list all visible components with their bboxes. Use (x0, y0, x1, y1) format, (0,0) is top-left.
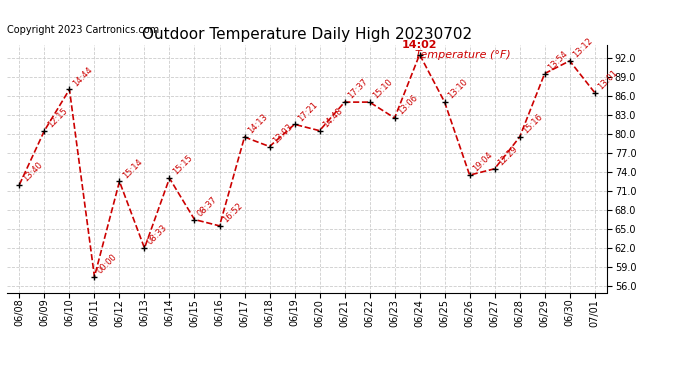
Text: 14:02: 14:02 (402, 40, 437, 50)
Text: 16:52: 16:52 (221, 201, 244, 225)
Text: Temperature (°F): Temperature (°F) (415, 50, 511, 60)
Text: 14:44: 14:44 (71, 65, 94, 88)
Text: 15:16: 15:16 (521, 112, 544, 136)
Text: 13:54: 13:54 (546, 49, 569, 72)
Title: Outdoor Temperature Daily High 20230702: Outdoor Temperature Daily High 20230702 (142, 27, 472, 42)
Text: 08:37: 08:37 (196, 195, 219, 218)
Text: 13:40: 13:40 (21, 160, 44, 183)
Text: 14:48: 14:48 (321, 106, 344, 129)
Text: Copyright 2023 Cartronics.com: Copyright 2023 Cartronics.com (7, 25, 159, 35)
Text: 08:33: 08:33 (146, 223, 169, 247)
Text: 13:01: 13:01 (596, 68, 620, 91)
Text: 15:14: 15:14 (121, 157, 144, 180)
Text: 12:29: 12:29 (496, 144, 519, 167)
Text: 19:04: 19:04 (471, 150, 494, 174)
Text: 13:06: 13:06 (396, 93, 420, 117)
Text: 13:03: 13:03 (271, 122, 294, 145)
Text: 15:10: 15:10 (371, 78, 394, 101)
Text: 17:37: 17:37 (346, 77, 369, 101)
Text: 14:13: 14:13 (246, 112, 269, 136)
Text: 17:21: 17:21 (296, 100, 319, 123)
Text: 00:00: 00:00 (96, 252, 119, 275)
Text: 13:12: 13:12 (571, 36, 594, 60)
Text: 13:10: 13:10 (446, 78, 469, 101)
Text: 12:15: 12:15 (46, 106, 69, 129)
Text: 15:15: 15:15 (171, 154, 194, 177)
